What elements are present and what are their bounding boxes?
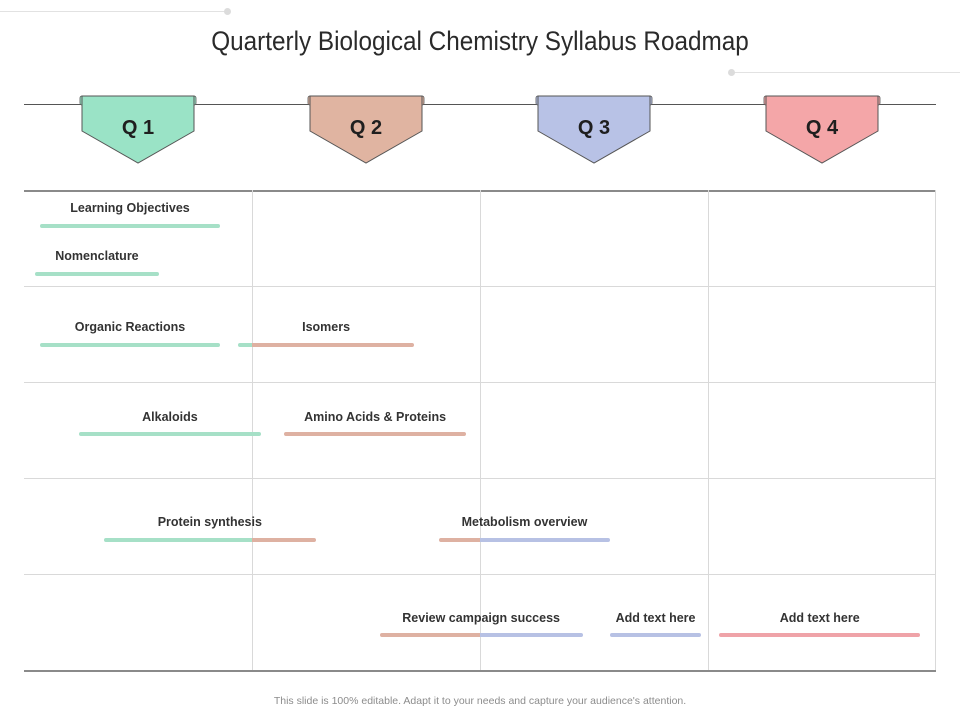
banner-shape xyxy=(535,95,653,164)
task-label: Add text here xyxy=(615,611,696,625)
decorative-line-top-right xyxy=(734,72,960,73)
task-bar-segment xyxy=(103,538,252,542)
task-bar-segment xyxy=(78,432,262,436)
task-label: Alkaloids xyxy=(142,410,198,424)
quarter-banner-1: Q 1 xyxy=(78,95,198,167)
task-label: Amino Acids & Proteins xyxy=(304,410,447,424)
task-bar xyxy=(39,224,221,228)
quarter-label: Q 2 xyxy=(349,117,383,139)
task-bar-segment xyxy=(438,538,480,542)
task-bar-segment xyxy=(479,633,583,637)
task-bar-segment xyxy=(379,633,480,637)
task-bar-segment xyxy=(719,633,921,637)
quarter-label: Q 3 xyxy=(577,117,611,139)
grid-column-divider xyxy=(252,190,253,670)
quarter-banner-3: Q 3 xyxy=(534,95,654,167)
task-bar xyxy=(438,538,610,542)
decorative-line-top-left xyxy=(0,11,226,12)
banner-shape xyxy=(79,95,197,164)
decorative-dot-top-left xyxy=(224,8,231,15)
grid-bottom-border xyxy=(24,670,936,672)
task-label: Organic Reactions xyxy=(74,320,186,334)
task-label: Protein synthesis xyxy=(157,515,262,529)
decorative-dot-top-right xyxy=(728,69,735,76)
task-bar xyxy=(719,633,921,637)
task-bar xyxy=(283,432,467,436)
task-bar-segment xyxy=(238,343,252,347)
grid-column-divider xyxy=(480,190,481,670)
roadmap-grid xyxy=(24,190,936,672)
task-bar xyxy=(103,538,316,542)
footer-note: This slide is 100% editable. Adapt it to… xyxy=(273,695,687,707)
task-bar-segment xyxy=(609,633,702,637)
task-bar-segment xyxy=(35,272,159,276)
task-bar xyxy=(609,633,702,637)
page-title: Quarterly Biological Chemistry Syllabus … xyxy=(211,26,749,56)
task-bar xyxy=(78,432,262,436)
quarter-label: Q 4 xyxy=(805,117,839,139)
quarter-banner-4: Q 4 xyxy=(762,95,882,167)
grid-column-divider xyxy=(708,190,709,670)
banner-shape xyxy=(763,95,881,164)
task-bar-segment xyxy=(283,432,467,436)
quarter-label: Q 1 xyxy=(121,117,155,139)
task-label: Metabolism overview xyxy=(461,515,588,529)
task-bar xyxy=(35,272,159,276)
task-label: Review campaign success xyxy=(402,611,560,625)
banner-shape xyxy=(307,95,425,164)
quarter-banner-2: Q 2 xyxy=(306,95,426,167)
task-bar-segment xyxy=(251,343,414,347)
task-bar-segment xyxy=(479,538,610,542)
task-label: Learning Objectives xyxy=(70,201,190,215)
task-bar-segment xyxy=(39,224,221,228)
task-label: Nomenclature xyxy=(55,249,139,263)
task-bar-segment xyxy=(39,343,221,347)
timeline-line xyxy=(24,104,936,105)
task-label: Isomers xyxy=(302,320,351,334)
task-bar-segment xyxy=(251,538,316,542)
task-bar xyxy=(379,633,583,637)
grid-right-border xyxy=(935,190,936,670)
task-label: Add text here xyxy=(779,611,860,625)
task-bar xyxy=(39,343,221,347)
task-bar xyxy=(238,343,414,347)
